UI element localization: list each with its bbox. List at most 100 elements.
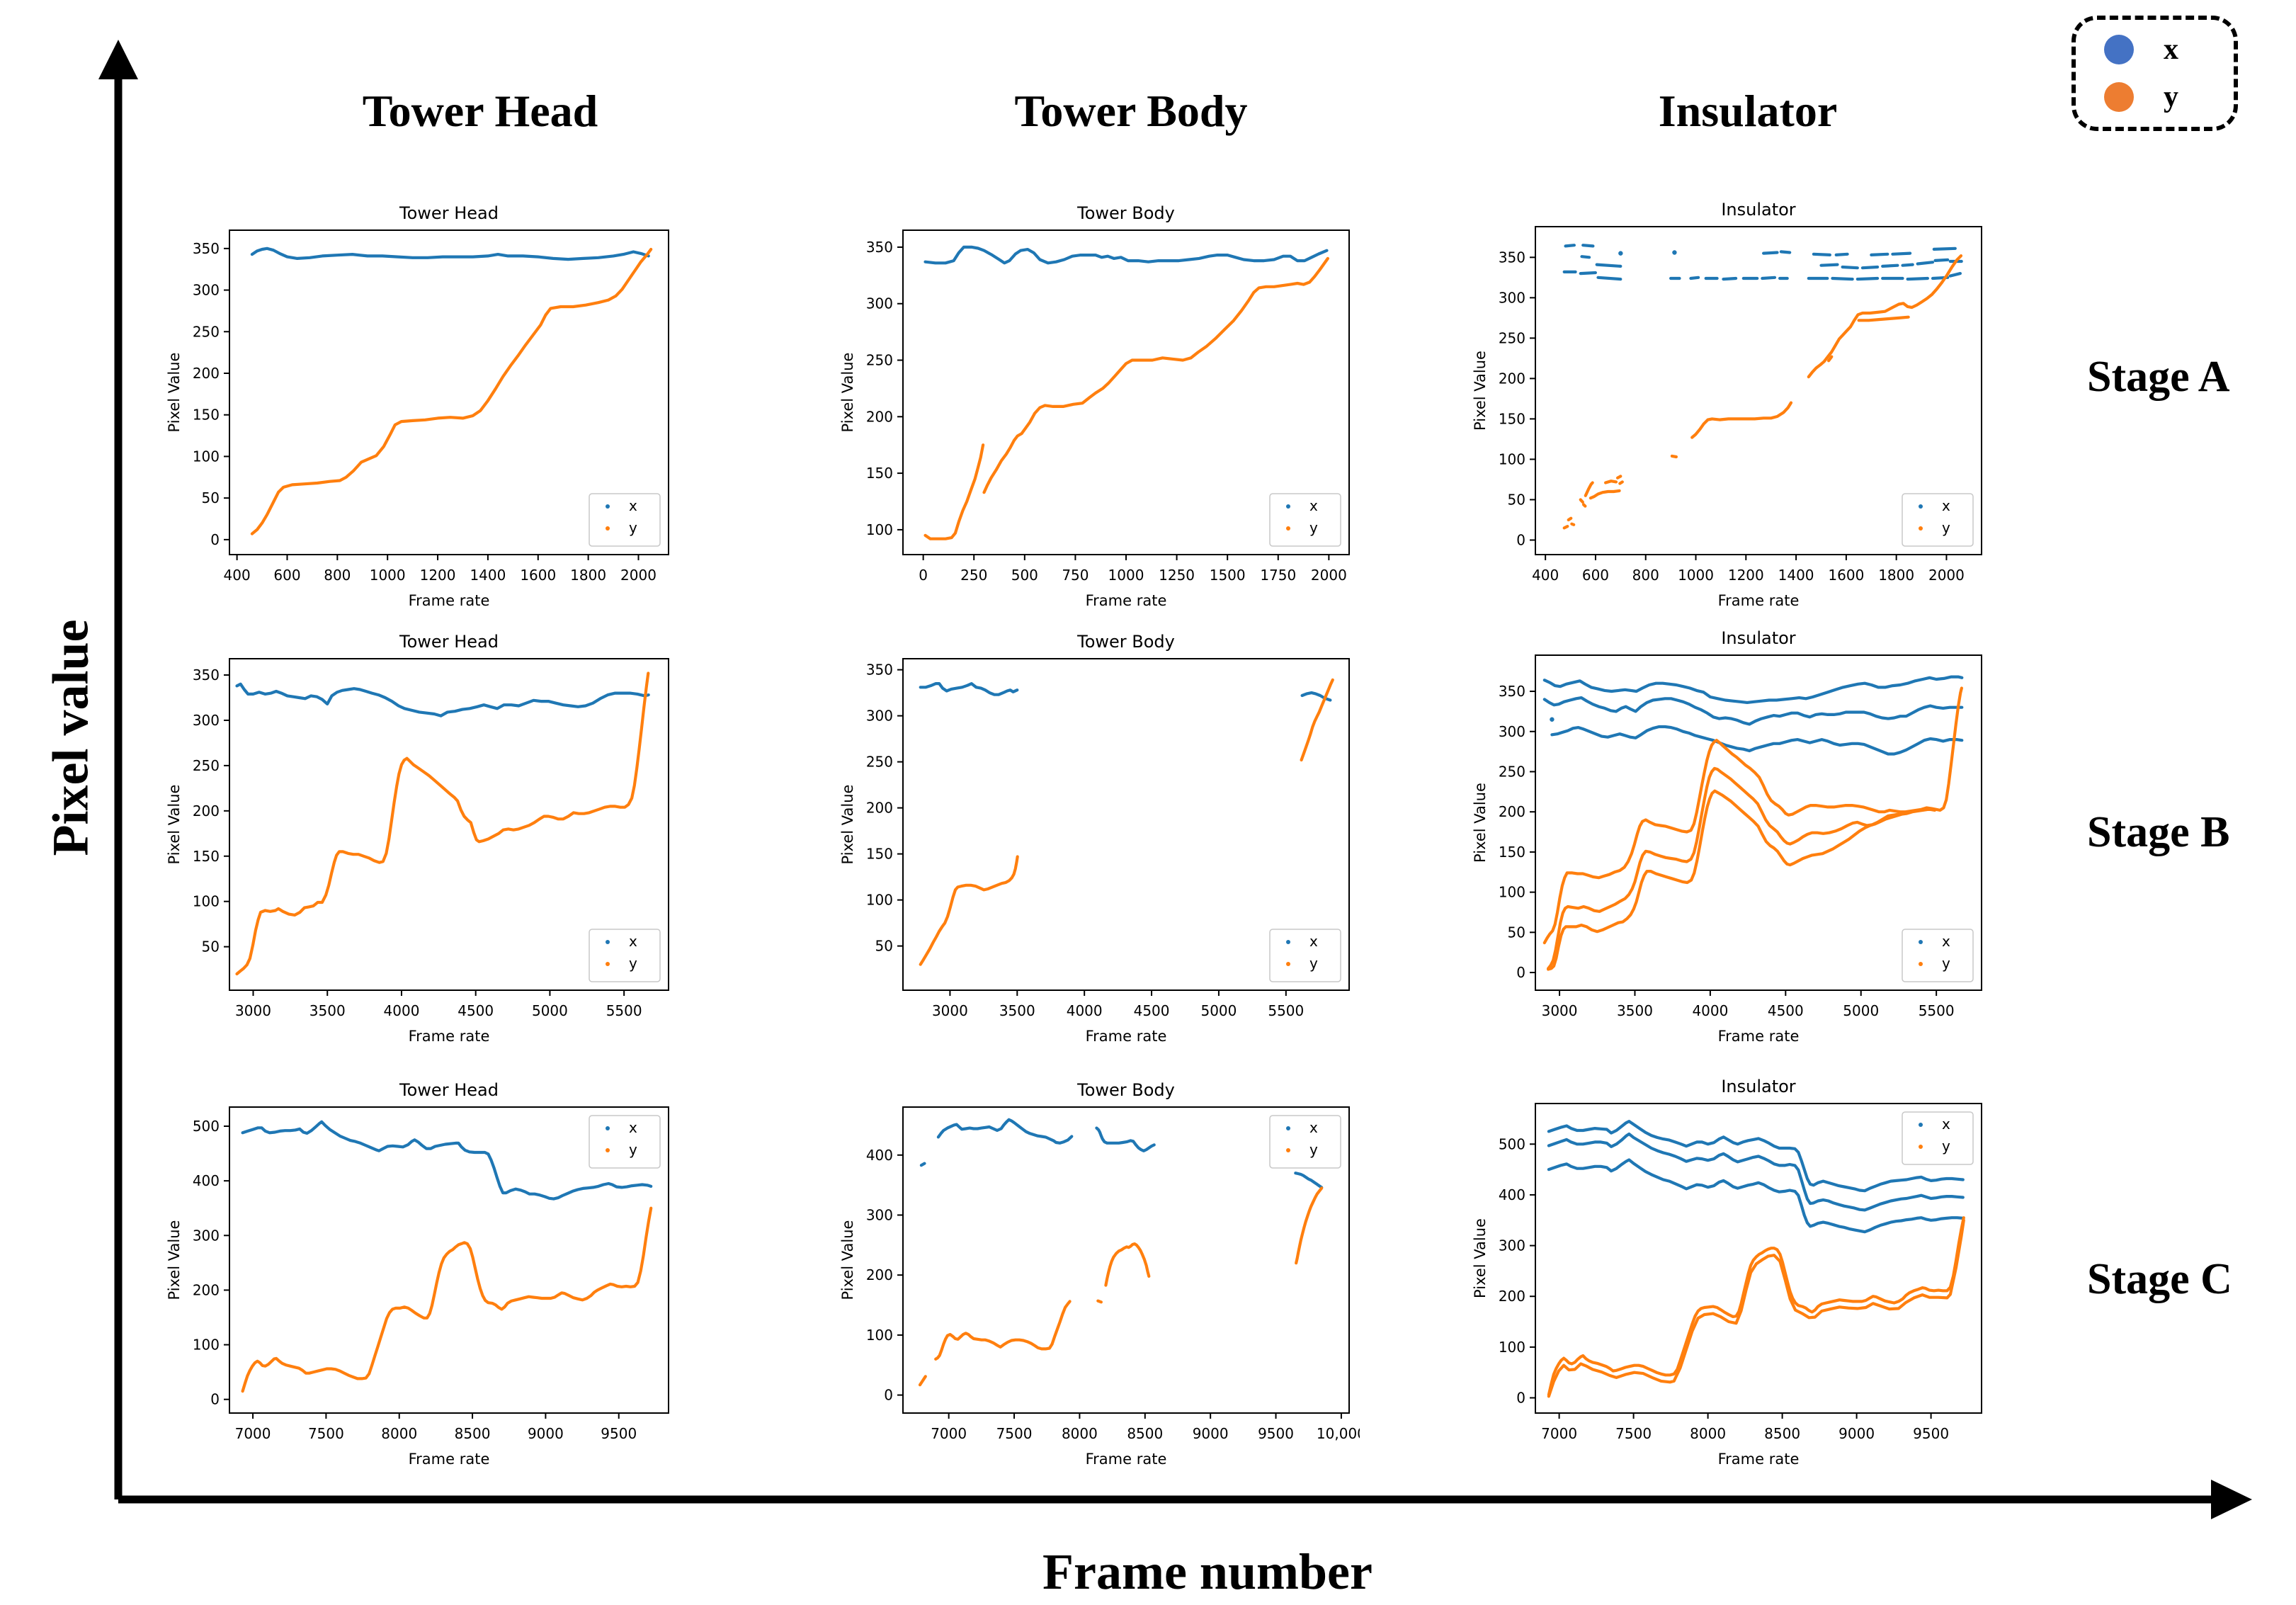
svg-text:x: x [1942,497,1950,514]
subplot-stage-b-tower-body: 3000 3500 4000 4500 5000 5500 50 100 150 200 250 30… [836,627,1360,1053]
svg-text:8000: 8000 [1062,1425,1098,1442]
svg-text:100: 100 [1499,884,1525,901]
svg-text:5000: 5000 [1843,1002,1879,1019]
svg-text:y: y [629,1141,637,1158]
svg-text:50: 50 [202,489,220,506]
svg-text:250: 250 [1499,763,1525,780]
svg-text:Tower Head: Tower Head [399,1080,499,1100]
svg-text:250: 250 [1499,329,1525,346]
svg-text:250: 250 [866,352,893,369]
svg-text:750: 750 [1062,567,1089,584]
svg-text:8500: 8500 [1764,1425,1800,1442]
svg-text:5500: 5500 [1919,1002,1955,1019]
svg-text:9500: 9500 [601,1425,637,1442]
svg-text:200: 200 [1499,803,1525,820]
svg-text:Pixel Value: Pixel Value [839,785,856,865]
subplot-stage-a-insulator: 400 600 800 1000 1200 1400 1600 1800 2000 0 50 100 1… [1468,195,1992,617]
svg-text:Pixel Value: Pixel Value [839,1220,856,1300]
svg-text:350: 350 [193,240,220,257]
svg-text:1600: 1600 [520,567,556,584]
subplot-stage-b-insulator: 3000 3500 4000 4500 5000 5500 0 50 100 150 200 250 3… [1468,623,1992,1053]
svg-text:150: 150 [193,407,220,424]
subplot-stage-c-insulator: 7000 7500 8000 8500 9000 9500 0 100 200 300 400 500… [1468,1072,1992,1475]
svg-text:400: 400 [1532,567,1559,584]
legend-marker-y-icon [2104,81,2134,112]
svg-text:x: x [629,497,637,514]
svg-text:Frame rate: Frame rate [409,592,490,609]
svg-text:4500: 4500 [1134,1002,1170,1019]
svg-text:350: 350 [866,662,893,679]
column-header-tower-body: Tower Body [1014,86,1248,136]
svg-text:1200: 1200 [1728,567,1764,584]
svg-text:300: 300 [1499,289,1525,306]
svg-text:5500: 5500 [1268,1002,1304,1019]
svg-text:9000: 9000 [1838,1425,1875,1442]
svg-text:x: x [1309,933,1318,950]
svg-text:Frame rate: Frame rate [1086,1028,1167,1045]
svg-text:150: 150 [866,465,893,482]
svg-text:y: y [1309,1141,1318,1158]
svg-text:200: 200 [193,802,220,819]
x-axis-arrowhead [2211,1480,2252,1519]
svg-text:1250: 1250 [1159,567,1195,584]
svg-text:5000: 5000 [1200,1002,1237,1019]
svg-text:Tower Body: Tower Body [1076,203,1175,223]
subplot-stage-a-tower-head: 400 600 800 1000 1200 1400 1600 1800 2000 0 50 100 1… [162,198,679,617]
subplot-stage-c-tower-head: 7000 7500 8000 8500 9000 9500 0 100 200 300 400 500… [162,1075,679,1475]
svg-text:250: 250 [193,323,220,340]
svg-text:Pixel Value: Pixel Value [1472,351,1489,431]
svg-text:300: 300 [1499,723,1525,740]
svg-text:y: y [1942,519,1950,536]
svg-text:3000: 3000 [235,1002,271,1019]
svg-text:300: 300 [866,1206,893,1223]
svg-text:400: 400 [1499,1186,1525,1203]
svg-text:150: 150 [1499,844,1525,861]
svg-text:8000: 8000 [1690,1425,1726,1442]
svg-text:9000: 9000 [1193,1425,1229,1442]
svg-text:800: 800 [324,567,351,584]
column-header-insulator: Insulator [1658,86,1838,136]
svg-text:4000: 4000 [1067,1002,1103,1019]
svg-text:8500: 8500 [455,1425,491,1442]
svg-text:Pixel Value: Pixel Value [839,353,856,433]
svg-text:1800: 1800 [570,567,606,584]
svg-text:300: 300 [193,712,220,729]
svg-text:4500: 4500 [1768,1002,1804,1019]
svg-text:3000: 3000 [932,1002,968,1019]
svg-text:150: 150 [866,846,893,863]
svg-text:0: 0 [1516,531,1525,548]
svg-text:0: 0 [210,1391,220,1408]
svg-text:1400: 1400 [1778,567,1814,584]
svg-text:300: 300 [866,708,893,725]
svg-text:7000: 7000 [931,1425,967,1442]
svg-text:7000: 7000 [235,1425,271,1442]
figure-legend: x y [2071,16,2238,131]
svg-text:300: 300 [193,282,220,299]
svg-text:1400: 1400 [470,567,506,584]
legend-marker-x-icon [2104,35,2134,65]
svg-text:7500: 7500 [308,1425,344,1442]
svg-text:800: 800 [1632,567,1659,584]
svg-text:Tower Head: Tower Head [399,203,499,223]
svg-text:350: 350 [193,667,220,684]
svg-text:250: 250 [960,567,987,584]
svg-text:600: 600 [1582,567,1609,584]
svg-text:300: 300 [193,1227,220,1244]
svg-text:y: y [629,955,637,972]
svg-text:50: 50 [1508,924,1525,941]
svg-text:100: 100 [866,1327,893,1344]
legend-label-x: x [2164,33,2178,67]
svg-text:200: 200 [866,1266,893,1283]
svg-text:x: x [1309,1119,1318,1136]
subplot-stage-a-tower-body: 0 250 500 750 1000 1250 1500 1750 2000 100 150 200 2… [836,198,1360,617]
svg-text:200: 200 [866,408,893,425]
subplot-stage-c-tower-body: 7000 7500 8000 8500 9000 9500 10,000 0 100 200 300… [836,1075,1360,1475]
svg-text:Tower Body: Tower Body [1076,1080,1175,1100]
svg-text:600: 600 [273,567,300,584]
svg-text:2000: 2000 [1928,567,1965,584]
svg-text:Insulator: Insulator [1721,200,1795,220]
svg-text:100: 100 [193,448,220,465]
svg-text:4000: 4000 [384,1002,420,1019]
svg-text:8500: 8500 [1127,1425,1163,1442]
svg-text:100: 100 [866,892,893,909]
